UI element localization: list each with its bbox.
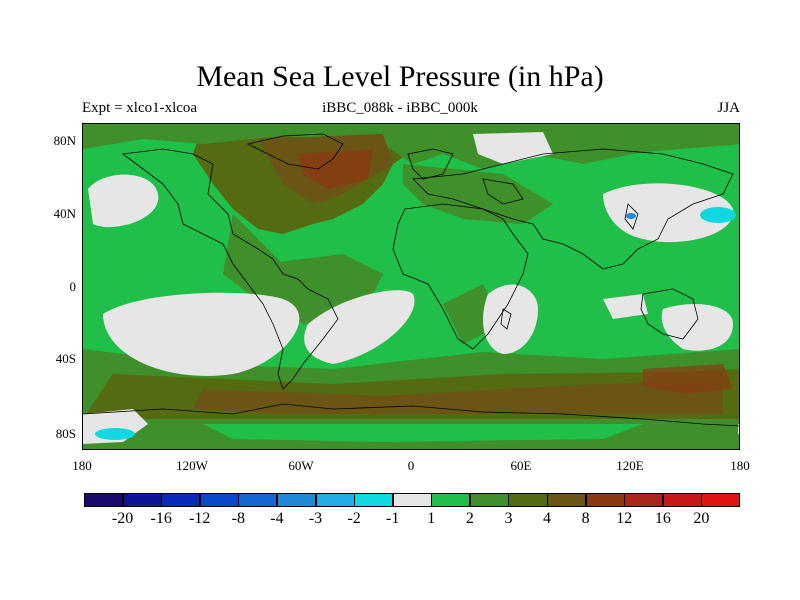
colorbar-swatch <box>161 493 201 507</box>
colorbar-swatch <box>701 493 741 507</box>
colorbar-swatch <box>547 493 587 507</box>
colorbar-label: -1 <box>386 510 400 527</box>
colorbar-swatch <box>585 493 625 507</box>
colorbar-label: -3 <box>308 510 323 527</box>
colorbar-swatch <box>392 493 432 507</box>
lon-label-180w: 180 <box>72 458 92 473</box>
map-svg <box>83 124 739 449</box>
lat-label-40n: 40N <box>53 206 76 221</box>
colorbar-label: 2 <box>465 510 474 527</box>
lon-label-60e: 60E <box>510 458 532 473</box>
colorbar-swatch <box>199 493 239 507</box>
colorbar-swatch <box>431 493 471 507</box>
colorbar-label: 8 <box>581 510 590 527</box>
lon-label-60w: 60W <box>288 458 314 473</box>
colorbar-swatch <box>276 493 317 507</box>
colorbar-label: -8 <box>231 510 245 527</box>
colorbar-label: 16 <box>654 510 671 527</box>
colorbar-label: -20 <box>111 510 134 527</box>
lon-label-180e: 180 <box>730 458 750 473</box>
colorbar-label: -12 <box>189 510 211 527</box>
colorbar-swatch <box>508 493 548 507</box>
colorbar-swatch <box>662 493 702 507</box>
comparison-label: iBBC_088k - iBBC_000k <box>322 100 478 116</box>
plot-title: Mean Sea Level Pressure (in hPa) <box>196 60 604 93</box>
near-zero-regions <box>83 132 739 444</box>
season-label: JJA <box>717 100 740 116</box>
pressure-map <box>82 123 740 450</box>
colorbar-swatch <box>84 493 124 507</box>
colorbar-label: -16 <box>150 510 172 527</box>
lat-label-40s: 40S <box>55 351 76 366</box>
lat-label-0: 0 <box>69 279 77 294</box>
colorbar-swatch <box>354 493 394 507</box>
colorbar-label: 20 <box>693 510 710 527</box>
positive-anomaly-regions <box>83 124 739 449</box>
colorbar-label: 1 <box>427 510 436 527</box>
colorbar <box>84 493 741 507</box>
lat-label-80s: 80S <box>55 426 76 441</box>
lon-label-120w: 120W <box>176 458 208 473</box>
colorbar-label: 4 <box>543 510 552 527</box>
experiment-label: Expt = xlco1-xlcoa <box>82 100 198 116</box>
colorbar-label: 3 <box>504 510 513 527</box>
lat-label-80n: 80N <box>53 133 76 148</box>
colorbar-swatch <box>315 493 355 507</box>
colorbar-label: -2 <box>347 510 361 527</box>
negative-anomaly-regions <box>95 207 736 440</box>
colorbar-swatch <box>624 493 664 507</box>
lon-label-120e: 120E <box>616 458 644 473</box>
colorbar-swatch <box>469 493 509 507</box>
lon-label-0: 0 <box>407 458 415 473</box>
colorbar-swatch <box>238 493 278 507</box>
colorbar-label: -4 <box>270 510 284 527</box>
colorbar-label: 12 <box>616 510 633 527</box>
colorbar-swatch <box>122 493 162 507</box>
coastlines <box>83 133 739 427</box>
